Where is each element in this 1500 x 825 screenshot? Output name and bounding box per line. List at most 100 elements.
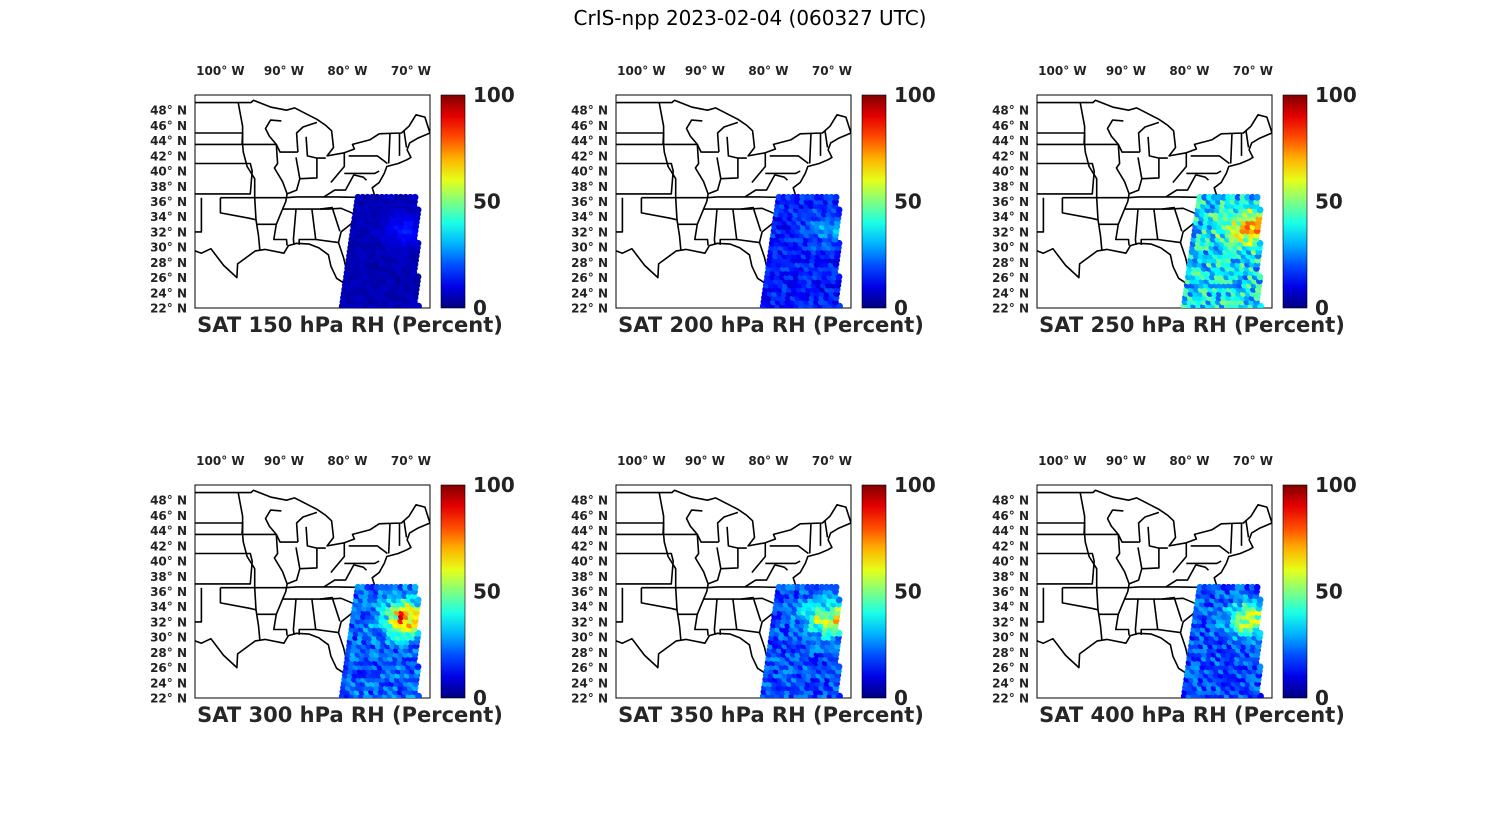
lat-tick-label: 40° N <box>571 555 608 569</box>
state-border <box>1037 587 1045 623</box>
rh-observation <box>828 583 835 591</box>
state-border <box>1229 522 1233 554</box>
lat-tick-label: 32° N <box>992 225 1029 239</box>
rh-observation <box>813 583 821 591</box>
lat-tick-label: 46° N <box>150 509 187 523</box>
rh-observation <box>1201 193 1209 201</box>
rh-observation <box>368 193 376 201</box>
panel-title: SAT 300 hPa RH (Percent) <box>197 703 503 727</box>
figure-title: CrIS-npp 2023-02-04 (060327 UTC) <box>573 6 927 30</box>
rh-observation <box>780 583 788 591</box>
lon-tick-label: 90° W <box>1106 454 1146 468</box>
state-border <box>824 130 829 148</box>
state-border <box>348 545 388 555</box>
colorbar-tick-label: 0 <box>894 686 908 710</box>
state-border <box>195 162 253 195</box>
map-panel: 100° W 90° W 80° W 70° W 48° N 46° N 44° N 42° … <box>982 55 1402 355</box>
colorbar-tick-label: 50 <box>1315 580 1343 604</box>
state-border <box>273 534 288 636</box>
state-border <box>675 586 797 589</box>
rh-observation <box>411 193 419 201</box>
state-border <box>344 170 380 175</box>
rh-observation <box>789 583 797 591</box>
state-border <box>1096 586 1218 589</box>
state-border <box>808 522 812 554</box>
lon-tick-label: 70° W <box>1233 64 1273 78</box>
lat-tick-label: 36° N <box>992 585 1029 599</box>
rh-observation <box>383 193 390 201</box>
rh-observation <box>1253 193 1261 201</box>
state-border <box>658 492 682 640</box>
lat-tick-label: 30° N <box>992 241 1029 255</box>
lat-tick-label: 34° N <box>571 210 608 224</box>
state-border <box>616 552 674 585</box>
lat-tick-label: 24° N <box>992 676 1029 690</box>
rh-observation <box>804 193 811 201</box>
state-border <box>664 509 703 536</box>
colorbar-tick-label: 50 <box>894 190 922 214</box>
lat-tick-label: 38° N <box>150 180 187 194</box>
lat-tick-label: 34° N <box>992 210 1029 224</box>
state-border <box>1229 132 1233 164</box>
state-border <box>1096 196 1218 199</box>
rh-swath <box>1180 583 1264 698</box>
lat-tick-label: 22° N <box>150 302 187 316</box>
colorbar-tick-label: 100 <box>894 83 936 107</box>
lon-tick-label: 70° W <box>812 64 852 78</box>
state-border <box>286 157 301 195</box>
state-border <box>707 157 722 195</box>
rh-observation <box>1256 596 1264 604</box>
rh-observation <box>835 596 843 604</box>
rh-observation <box>392 193 400 201</box>
lat-tick-label: 36° N <box>150 585 187 599</box>
colorbar-tick-label: 0 <box>1315 686 1329 710</box>
state-border <box>254 196 376 199</box>
state-border <box>254 586 376 589</box>
state-border <box>744 564 789 588</box>
state-border <box>1117 144 1140 153</box>
state-border <box>348 155 388 165</box>
rh-observation <box>1196 583 1204 591</box>
state-border <box>1115 534 1130 636</box>
state-border <box>769 155 809 165</box>
basemap-boundaries <box>195 99 430 285</box>
state-border <box>720 158 739 180</box>
lat-tick-label: 48° N <box>150 494 187 508</box>
state-border <box>1147 136 1168 159</box>
colorbar <box>861 484 887 699</box>
rh-observation <box>823 583 830 591</box>
lon-tick-label: 100° W <box>1038 64 1086 78</box>
lat-tick-label: 24° N <box>150 286 187 300</box>
state-border <box>237 102 261 250</box>
state-border <box>741 206 762 232</box>
rh-observation <box>804 583 811 591</box>
state-border <box>1134 209 1139 246</box>
state-border <box>765 170 801 175</box>
rh-observation <box>414 663 422 671</box>
lat-tick-label: 26° N <box>992 271 1029 285</box>
lat-tick-label: 40° N <box>150 555 187 569</box>
lat-tick-label: 26° N <box>150 271 187 285</box>
lon-tick-label: 80° W <box>327 64 367 78</box>
lon-tick-label: 70° W <box>391 64 431 78</box>
northern-border <box>195 489 430 547</box>
state-border <box>808 132 812 164</box>
rh-observation <box>1234 583 1242 591</box>
state-border <box>275 144 298 153</box>
lat-tick-label: 46° N <box>992 509 1029 523</box>
lat-tick-label: 40° N <box>571 165 608 179</box>
state-border <box>1061 587 1099 611</box>
lon-tick-label: 90° W <box>685 454 725 468</box>
colorbar-tick-label: 100 <box>894 473 936 497</box>
rh-observation <box>1210 583 1218 591</box>
rh-observation <box>1225 193 1232 201</box>
state-border <box>736 238 760 244</box>
state-border <box>387 522 391 554</box>
lon-tick-label: 70° W <box>812 454 852 468</box>
state-border <box>1172 542 1188 574</box>
rh-observation <box>1229 583 1237 591</box>
state-border <box>769 545 809 555</box>
northern-border <box>1037 489 1272 547</box>
state-border <box>323 174 368 198</box>
state-border <box>713 599 718 636</box>
